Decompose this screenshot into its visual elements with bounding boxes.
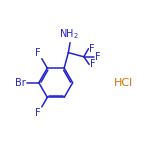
Text: F: F	[90, 59, 95, 69]
Text: Br: Br	[15, 78, 26, 88]
Text: F: F	[89, 44, 95, 54]
Text: NH$_2$: NH$_2$	[59, 28, 79, 41]
Text: F: F	[36, 108, 41, 117]
Text: F: F	[36, 48, 41, 58]
Text: HCl: HCl	[114, 78, 133, 88]
Text: F: F	[95, 52, 100, 62]
